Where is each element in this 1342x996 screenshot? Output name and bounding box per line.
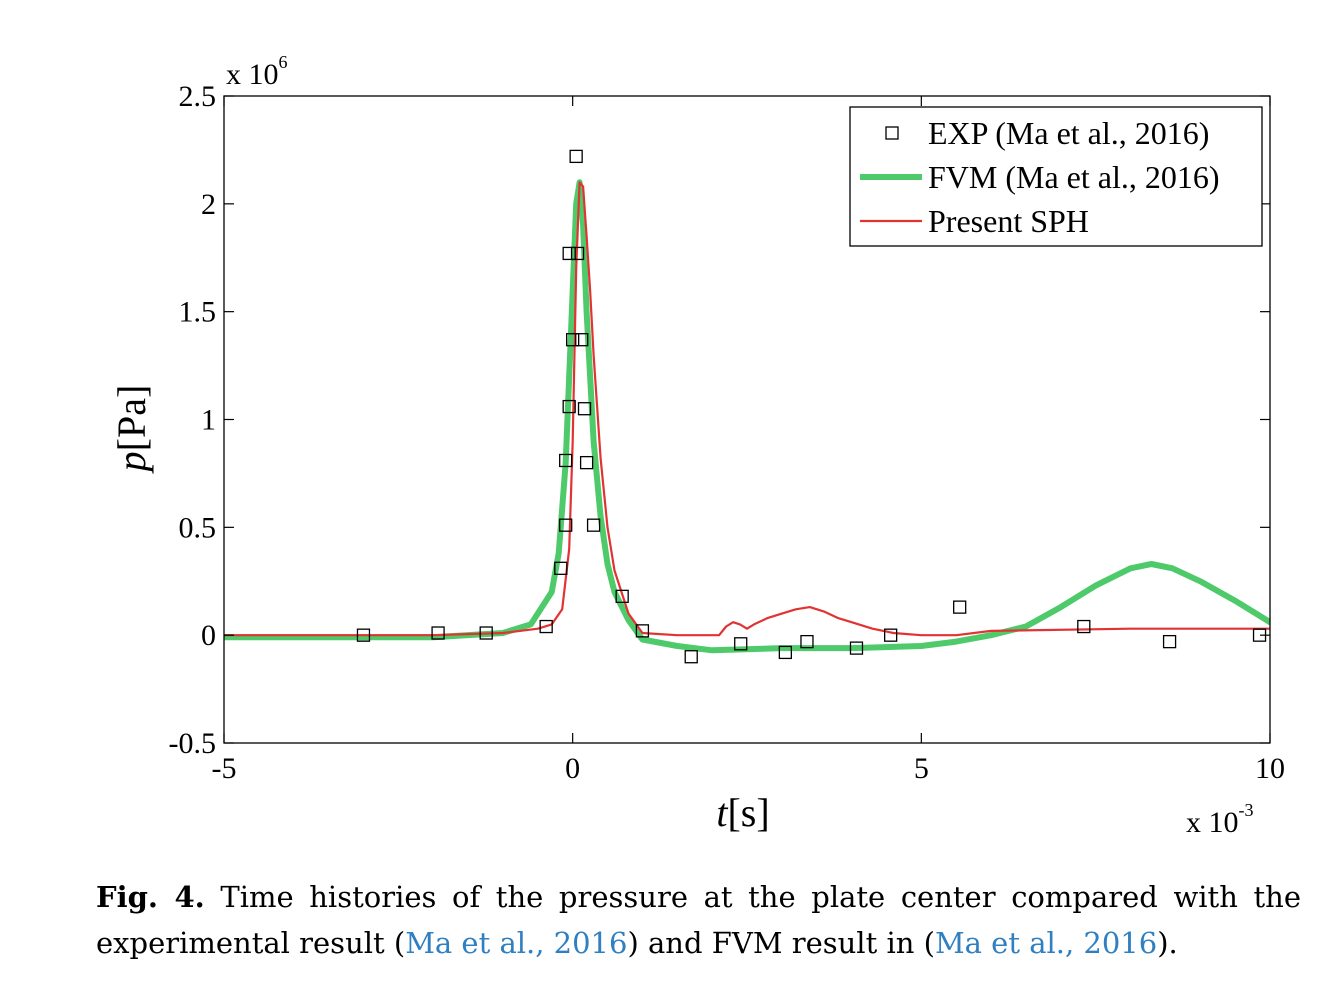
y-tick-label: 0.5	[179, 511, 217, 544]
data-point-exp	[1162, 634, 1177, 649]
data-point-exp	[570, 246, 585, 261]
figure-caption: Fig. 4. Time histories of the pressure a…	[96, 874, 1301, 966]
data-point-exp	[778, 645, 793, 660]
x-tick-label: 5	[914, 752, 929, 785]
y-axis-label-unit: [Pa]	[109, 385, 154, 452]
y-tick-label: 0	[201, 619, 216, 652]
x-axis-label: t[s]	[716, 790, 769, 835]
y-tick-label: 2.5	[179, 80, 217, 113]
legend-label: Present SPH	[928, 203, 1089, 239]
data-point-exp	[1077, 619, 1091, 634]
y-tick-label: -0.5	[169, 727, 217, 760]
data-point-exp	[479, 626, 493, 640]
y-multiplier-exponent: 6	[279, 52, 288, 72]
y-tick-label: 1	[201, 404, 216, 437]
x-multiplier-exponent: -3	[1239, 800, 1254, 820]
data-point-exp	[586, 518, 601, 532]
y-tick-label: 2	[201, 188, 216, 221]
y-multiplier-base: x 10	[226, 58, 279, 91]
x-axis-label-variable: t	[716, 790, 728, 835]
x-tick-label: 0	[565, 752, 580, 785]
data-point-exp	[615, 589, 629, 603]
data-point-exp	[562, 246, 576, 261]
legend-marker-exp	[885, 126, 899, 140]
data-point-exp	[800, 634, 814, 649]
data-point-exp	[569, 149, 583, 164]
y-axis-label: p[Pa]	[109, 385, 154, 475]
data-point-exp	[575, 333, 589, 347]
series-line-present-sph	[224, 181, 1270, 637]
legend: EXP (Ma et al., 2016) FVM (Ma et al., 201…	[849, 106, 1263, 247]
caption-text-2: ) and FVM result in (	[627, 926, 935, 960]
caption-reference-2[interactable]: Ma et al., 2016	[934, 926, 1158, 960]
data-point-exp	[953, 600, 967, 614]
data-point-exp	[734, 637, 748, 651]
caption-text-3: ).	[1157, 926, 1178, 960]
caption-reference-1[interactable]: Ma et al., 2016	[405, 926, 628, 960]
data-point-exp	[579, 455, 594, 470]
data-point-exp	[884, 628, 898, 642]
data-point-exp	[577, 402, 592, 416]
y-multiplier: x 106	[226, 52, 288, 91]
x-tick-label: -5	[212, 752, 237, 785]
data-point-exp	[431, 626, 445, 640]
data-point-exp	[554, 561, 568, 575]
y-axis-label-variable: p	[109, 451, 154, 474]
y-tick-label: 1.5	[179, 296, 217, 329]
data-point-exp	[539, 619, 553, 634]
x-multiplier-base: x 10	[1186, 806, 1239, 839]
x-axis-label-unit: [s]	[727, 790, 769, 835]
data-point-exp	[559, 518, 573, 532]
data-point-exp	[559, 453, 573, 468]
legend-label: FVM (Ma et al., 2016)	[928, 159, 1220, 195]
series-line-fvm	[224, 179, 1270, 654]
data-point-exp	[849, 641, 864, 655]
data-point-exp	[566, 333, 580, 347]
x-tick-label: 10	[1255, 752, 1285, 785]
caption-label: Fig. 4.	[96, 880, 205, 914]
x-multiplier: x 10-3	[1186, 800, 1254, 839]
data-point-exp	[684, 650, 698, 664]
pressure-time-chart: -5 0 5 10-0.500.511.522.5 x 106 x 10-3 t[s]…	[109, 52, 1285, 839]
data-point-exp	[635, 624, 650, 638]
legend-label: EXP (Ma et al., 2016)	[928, 115, 1209, 151]
caption-text-1: Time histories of the pressure at the pl…	[96, 880, 1301, 960]
data-point-exp	[562, 399, 576, 414]
data-point-exp	[356, 628, 371, 642]
